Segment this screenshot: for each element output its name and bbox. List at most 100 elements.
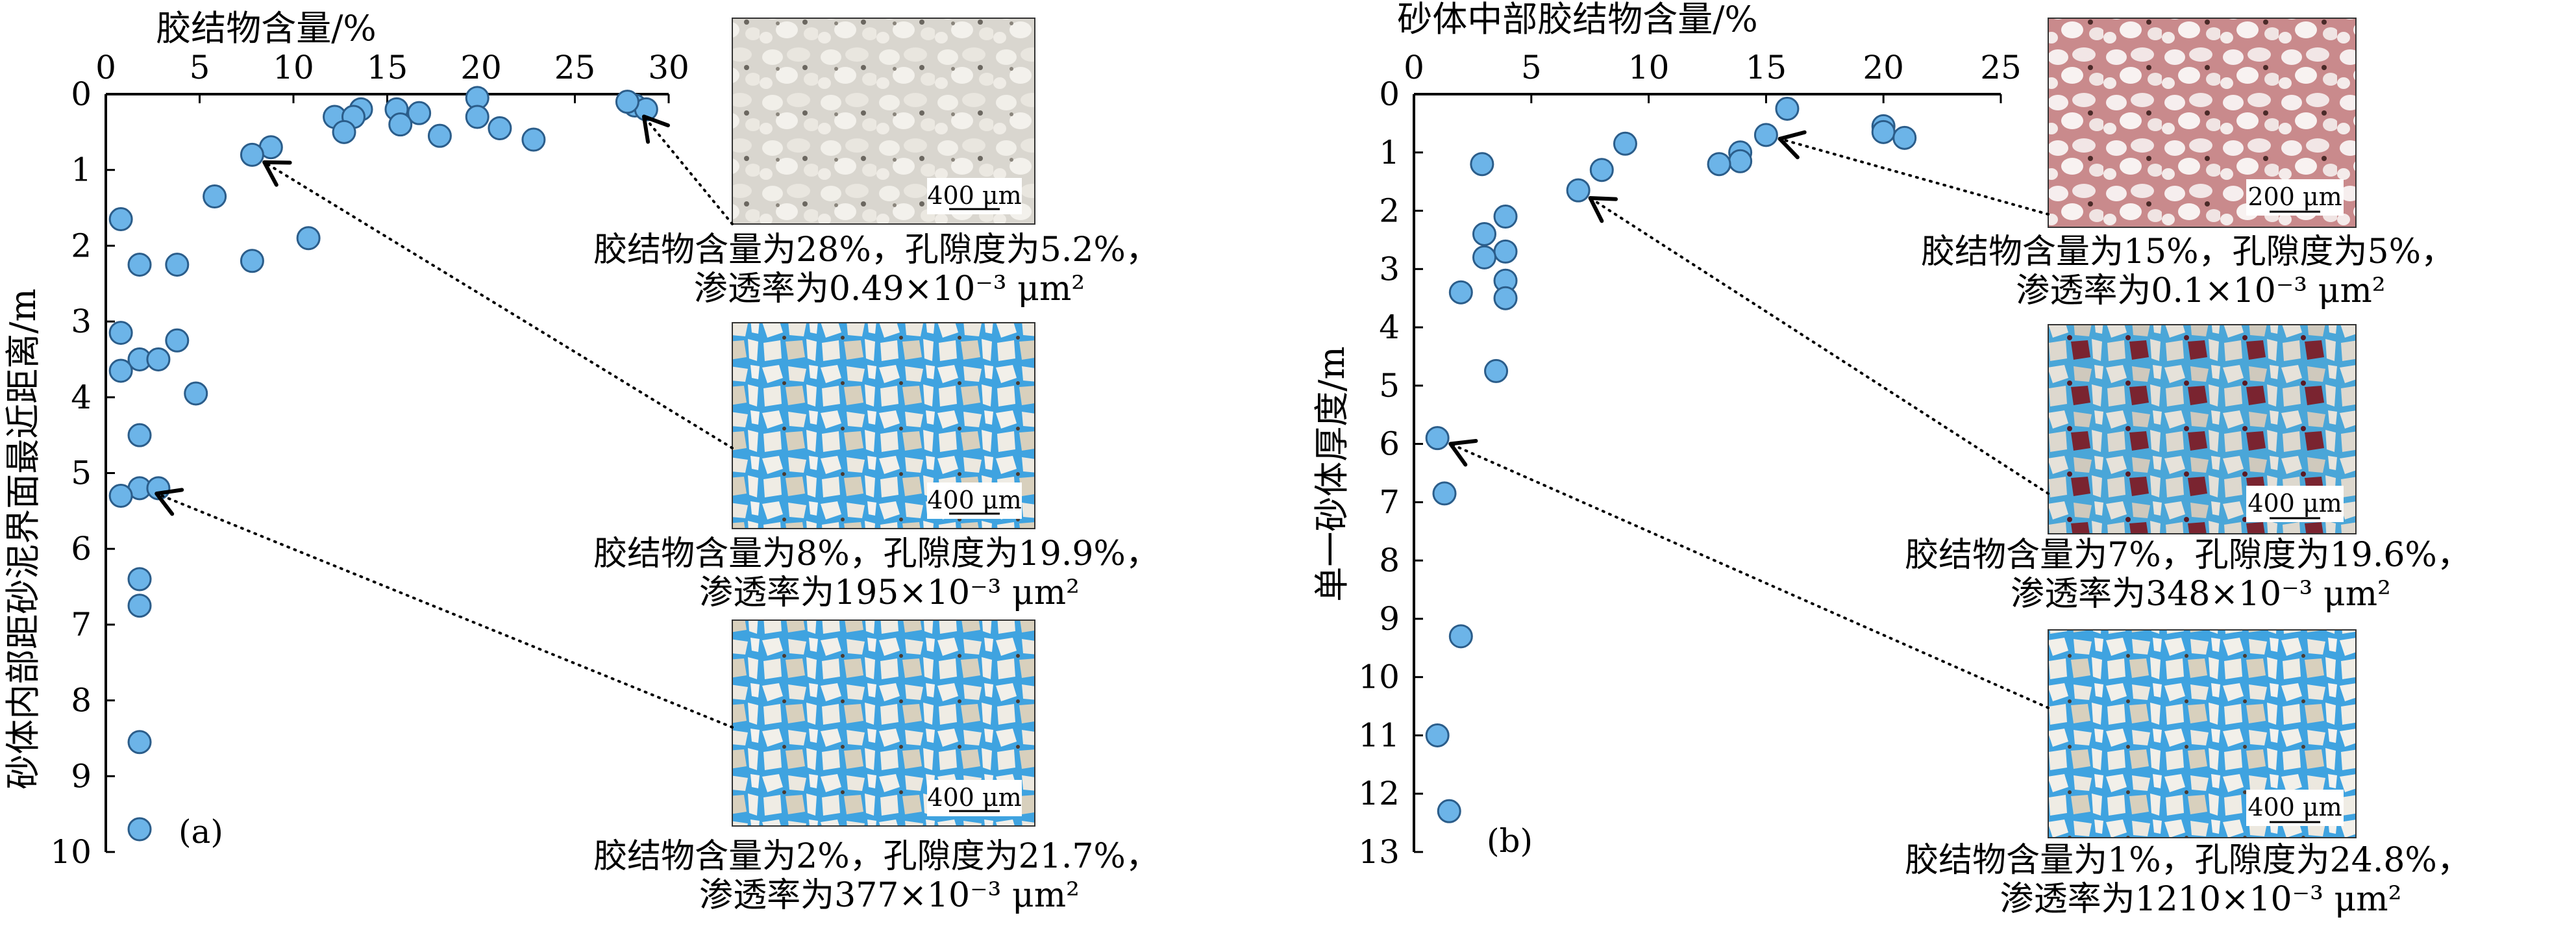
data-point	[1493, 205, 1518, 229]
data-point	[127, 817, 152, 842]
panel-b-x-axis-title: 砂体中部胶结物含量/%	[1397, 0, 1758, 40]
y-tick-label: 10	[50, 833, 92, 871]
data-point	[465, 105, 489, 129]
annotation-leader-line	[263, 160, 734, 449]
panel-b-caption-3-line1: 胶结物含量为1%，孔隙度为24.8%，	[1905, 841, 2471, 880]
data-point	[388, 112, 413, 137]
annotation-arrowhead	[1588, 196, 1618, 223]
y-tick-label: 0	[1379, 75, 1400, 113]
panel-b-photo-3: 400 μm	[2048, 629, 2357, 838]
data-point	[1566, 178, 1591, 203]
panel-a-x-axis-title: 胶结物含量/%	[156, 8, 377, 49]
scale-bar-label: 400 μm	[2248, 793, 2342, 821]
annotation-arrowhead	[1777, 130, 1807, 160]
scale-bar-label: 400 μm	[927, 181, 1021, 210]
panel-b-y-axis-title: 单一砂体厚度/m	[1311, 346, 1352, 601]
data-point	[1437, 799, 1461, 823]
data-point	[1493, 239, 1518, 264]
y-tick-label: 10	[1358, 658, 1400, 696]
data-point	[1470, 152, 1494, 177]
y-tick-label: 7	[71, 606, 92, 644]
x-tick-label: 0	[1404, 49, 1424, 86]
data-point	[1892, 125, 1917, 150]
y-tick-label: 8	[71, 682, 92, 720]
panel-a-caption-2-line2: 渗透率为195×10⁻³ μm²	[699, 573, 1080, 612]
data-point	[108, 358, 133, 383]
data-point	[1472, 245, 1496, 269]
annotation-arrowhead	[262, 160, 292, 187]
y-tick-label: 9	[71, 757, 92, 795]
x-tick-label: 20	[1863, 49, 1904, 86]
x-tick-label: 15	[367, 49, 408, 86]
data-point	[1448, 624, 1473, 649]
annotation-leader-line	[642, 115, 734, 225]
data-point	[165, 328, 190, 353]
panel-a-caption-3-line2: 渗透率为377×10⁻³ μm²	[699, 876, 1080, 915]
data-point	[184, 381, 208, 406]
data-point	[296, 226, 321, 251]
y-tick-label: 3	[1379, 250, 1400, 288]
data-point	[165, 253, 190, 277]
data-point	[1472, 221, 1496, 246]
panel-a: 胶结物含量/% 砂体内部距砂泥界面最近距离/m (a) 0 5 10 15 20 25 30…	[3, 8, 1159, 915]
x-tick-label: 10	[1628, 49, 1670, 86]
data-point	[1613, 131, 1637, 156]
y-tick-label: 5	[1379, 367, 1400, 405]
panel-a-photo-3: 400 μm	[732, 619, 1035, 827]
scale-bar-label: 400 μm	[2248, 489, 2342, 518]
panel-a-caption-3-line1: 胶结物含量为2%，孔隙度为21.7%，	[593, 837, 1159, 876]
data-point	[1448, 280, 1473, 305]
data-point	[127, 730, 152, 755]
data-point	[1484, 358, 1509, 383]
data-point	[615, 90, 639, 114]
panel-b-caption-2-line1: 胶结物含量为7%，孔隙度为19.6%，	[1905, 536, 2471, 575]
y-tick-label: 7	[1379, 483, 1400, 521]
y-tick-label: 2	[1379, 192, 1400, 230]
data-point	[127, 567, 152, 592]
y-tick-label: 12	[1358, 775, 1400, 812]
data-point	[108, 484, 133, 508]
panel-b-label: (b)	[1487, 822, 1533, 860]
panel-b-caption-2-line2: 渗透率为348×10⁻³ μm²	[2011, 575, 2391, 614]
annotation-leader-line	[155, 492, 734, 729]
data-point	[1753, 123, 1778, 147]
panel-a-photo-2: 400 μm	[732, 322, 1035, 529]
data-point	[203, 184, 227, 209]
data-point	[1728, 149, 1753, 173]
data-point	[332, 119, 356, 144]
panel-b: 砂体中部胶结物含量/% 单一砂体厚度/m (b) 0 5 10 15 20 25 0 12 3 4…	[1311, 0, 2471, 919]
scale-bar-label: 200 μm	[2248, 182, 2342, 211]
panel-a-photo-1: 400 μm	[732, 18, 1035, 225]
data-point	[146, 347, 171, 371]
panel-b-photo-1: 200 μm	[2048, 18, 2357, 228]
annotation-arrowhead	[155, 488, 184, 516]
y-tick-label: 4	[71, 379, 92, 416]
x-tick-label: 15	[1746, 49, 1787, 86]
panel-a-y-axis-title: 砂体内部距砂泥界面最近距离/m	[3, 288, 43, 789]
y-tick-label: 11	[1358, 716, 1400, 754]
data-point	[488, 116, 512, 141]
x-tick-label: 25	[1980, 49, 2022, 86]
y-tick-label: 2	[71, 227, 92, 264]
annotation-arrowhead	[1448, 438, 1478, 467]
data-point	[108, 207, 133, 232]
x-tick-label: 0	[95, 49, 116, 86]
y-tick-label: 6	[71, 530, 92, 568]
data-point	[407, 101, 432, 125]
data-point	[1425, 723, 1450, 747]
y-tick-label: 9	[1379, 600, 1400, 638]
data-point	[1493, 286, 1518, 310]
data-point	[240, 142, 264, 167]
panel-b-caption-1-line2: 渗透率为0.1×10⁻³ μm²	[2016, 271, 2385, 310]
annotation-leader-line	[1589, 197, 2050, 495]
annotation-leader-line	[1778, 137, 2050, 216]
data-point	[521, 127, 546, 152]
data-point	[127, 253, 152, 277]
data-point	[1589, 158, 1614, 182]
data-point	[427, 123, 452, 148]
data-point	[1871, 119, 1896, 144]
panel-b-caption-1-line1: 胶结物含量为15%，孔隙度为5%，	[1921, 232, 2455, 271]
y-tick-label: 6	[1379, 425, 1400, 463]
panel-b-caption-3-line2: 渗透率为1210×10⁻³ μm²	[2000, 880, 2402, 919]
y-tick-label: 0	[71, 75, 92, 113]
